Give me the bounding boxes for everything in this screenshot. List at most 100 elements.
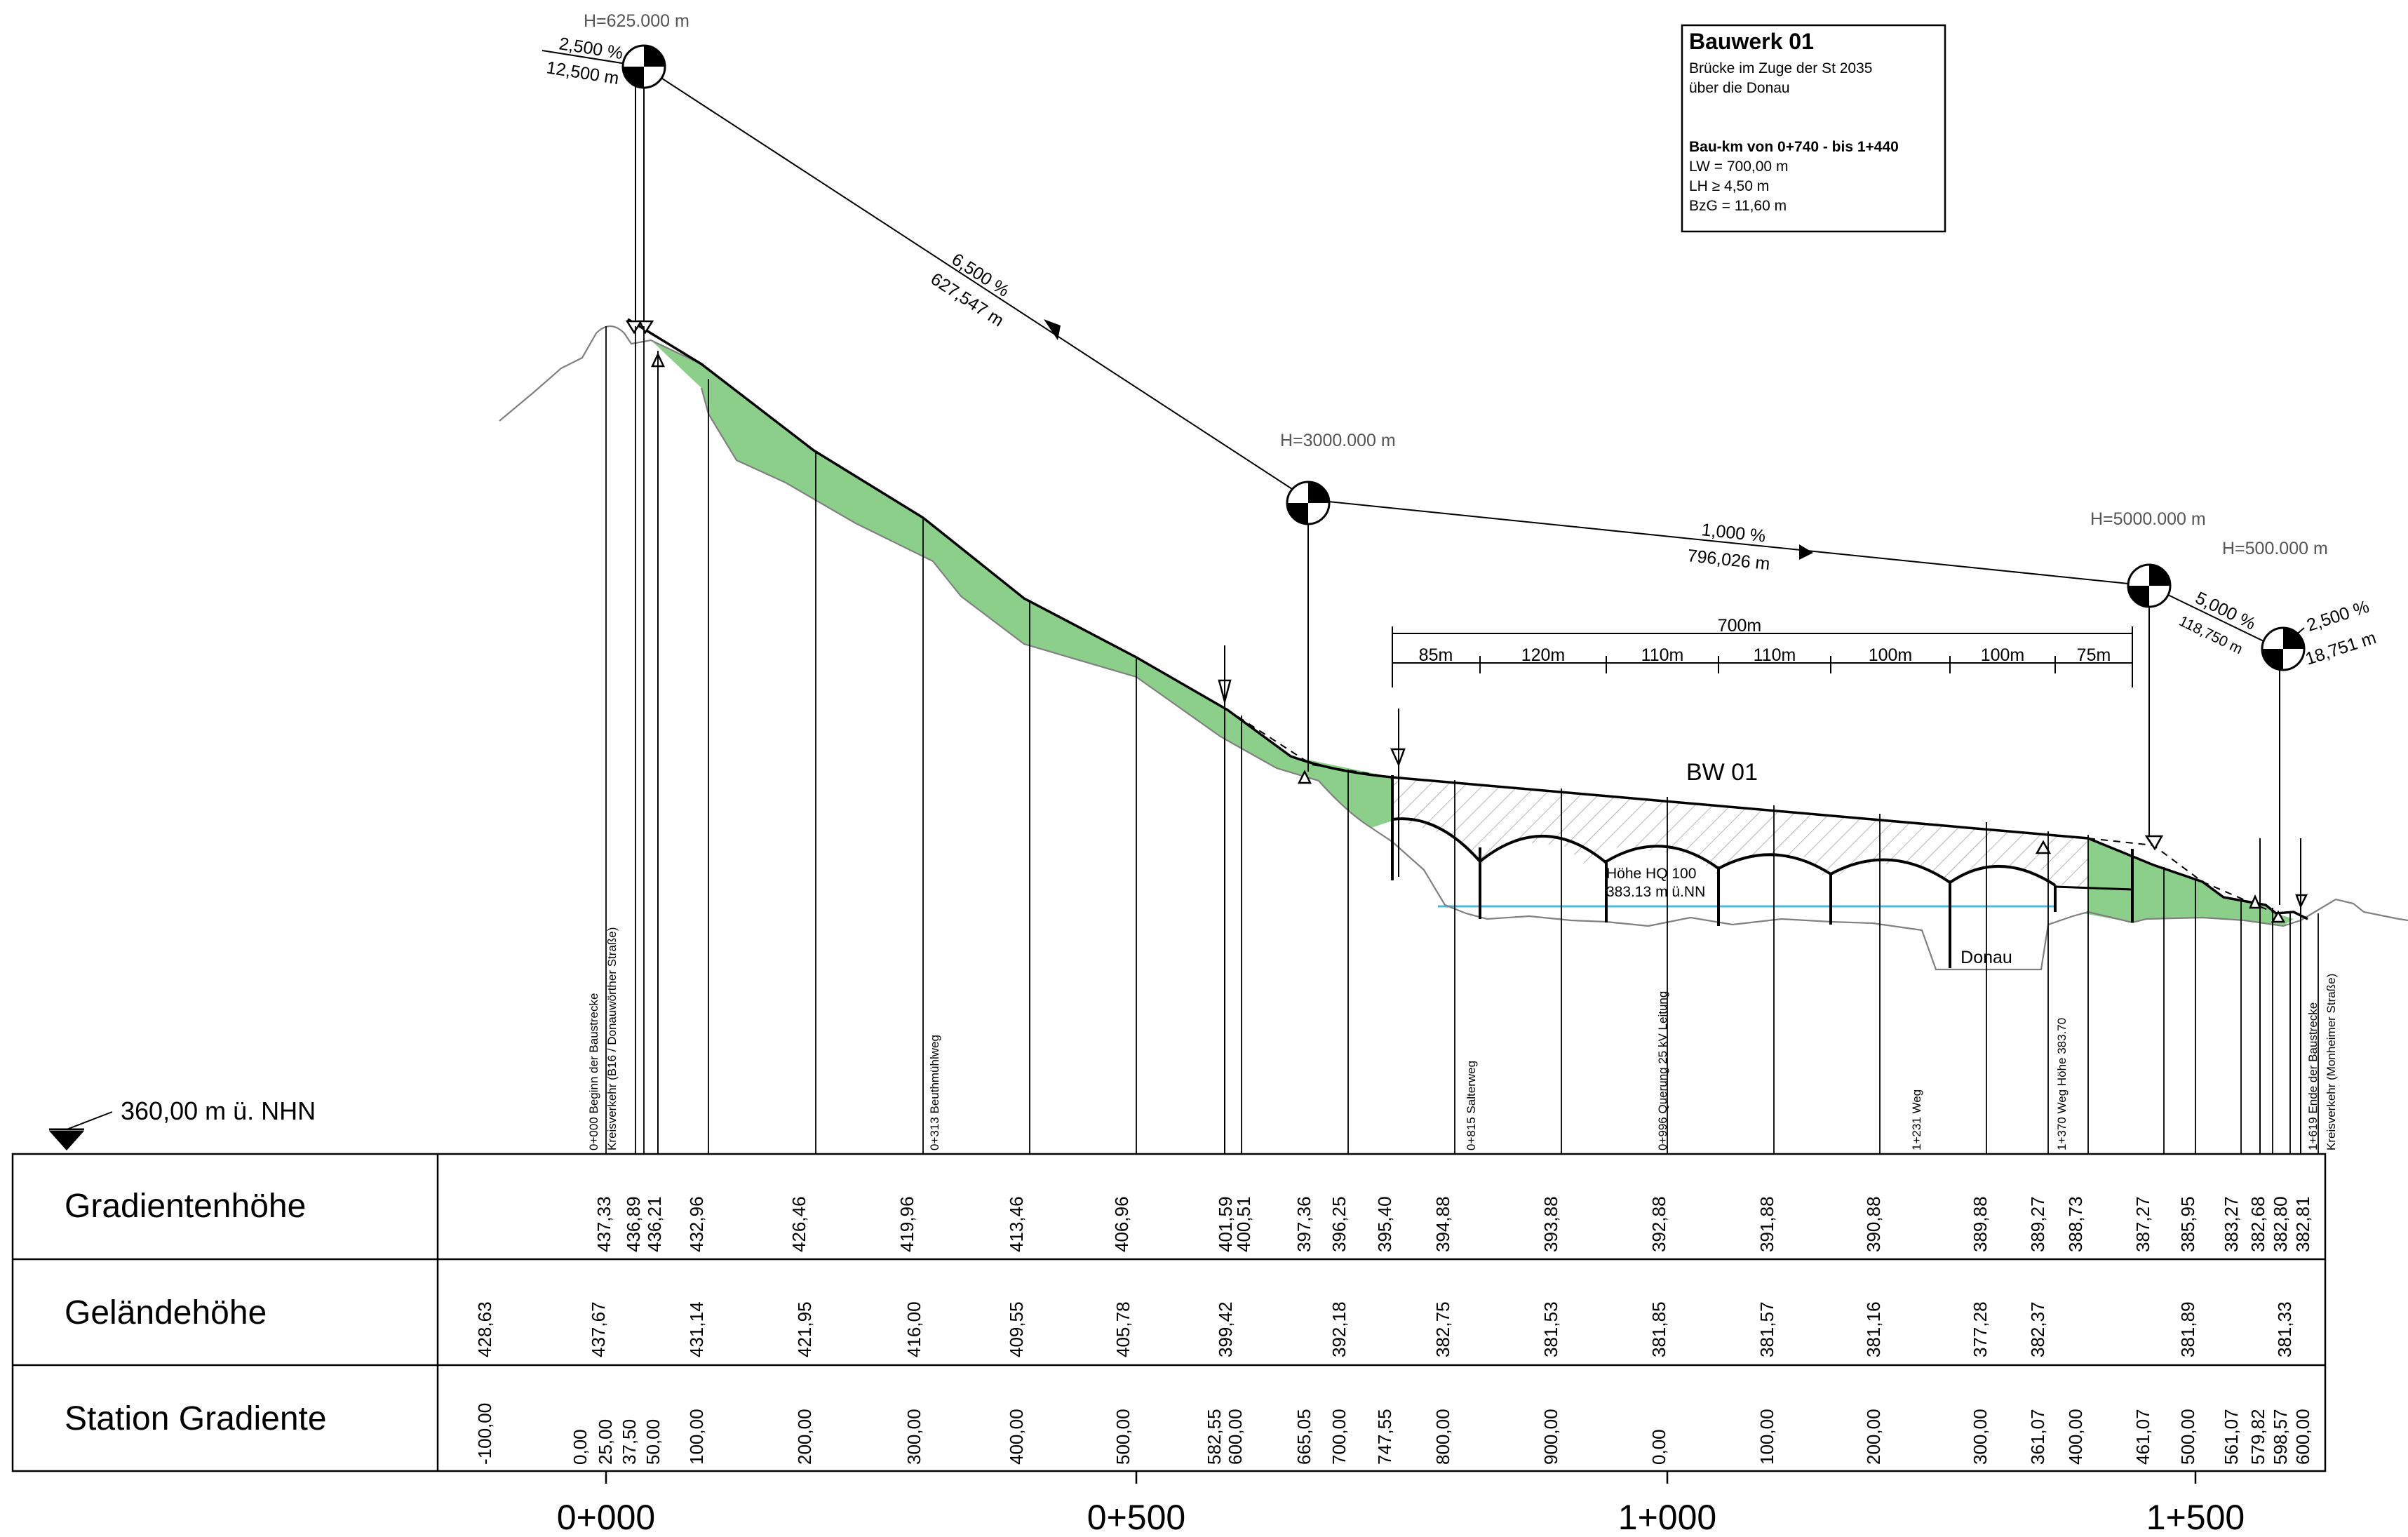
gradient-height-value: 389,88 [1970,1196,1991,1252]
gradient-height-value: 397,36 [1293,1196,1314,1252]
title-block-line2: über die Donau [1689,80,1790,96]
terrain-height-value: 381,85 [1648,1301,1669,1357]
gradient-height-value: 383,27 [2221,1196,2242,1252]
annotation-6-line2: Kreisverkehr (Monheimer Straße) [2325,974,2338,1150]
title-block-lh: LH ≥ 4,50 m [1689,178,1769,194]
gradient-height-value: 432,96 [686,1196,707,1252]
station-value: 600,00 [2292,1409,2313,1465]
terrain-line [499,325,2408,971]
hq100-label-2: 383.13 m ü.NN [1606,884,1705,900]
bridge-deck-hatch [1392,779,2088,890]
title-block-baukm: Bau-km von 0+740 - bis 1+440 [1689,139,1899,155]
gradient-height-value: 413,46 [1006,1196,1027,1252]
terrain-height-value: 409,55 [1006,1301,1027,1357]
row-label-terrain: Geländehöhe [65,1294,267,1331]
slope-5-percent: 2,500 % [2304,597,2372,636]
terrain-height-value: 421,95 [794,1301,815,1357]
station-value: 700,00 [1329,1409,1350,1465]
station-value: 100,00 [686,1409,707,1465]
gradient-height-value: 391,88 [1756,1196,1777,1252]
terrain-height-value: 392,18 [1329,1301,1350,1357]
station-value: 300,00 [903,1409,924,1465]
annotation-5: 1+370 Weg Höhe 383.70 [2055,1018,2069,1150]
annotation-0-line1: 0+000 Beginn der Baustrecke [587,993,600,1150]
station-value: 579,82 [2247,1409,2268,1465]
terrain-height-value: 431,14 [686,1301,707,1357]
annotation-3: 0+996 Querung 25 kV Leitung [1656,991,1669,1150]
slope-3-percent: 1,000 % [1700,520,1766,546]
station-value: -100,00 [474,1403,495,1465]
station-value: 747,55 [1374,1409,1395,1465]
station-value: 200,00 [794,1409,815,1465]
span-1-label: 85m [1419,645,1453,665]
station-value: 582,55 [1204,1409,1225,1465]
terrain-height-value: 437,67 [588,1301,609,1357]
annotations: 0+000 Beginn der Baustrecke Kreisverkehr… [587,927,2338,1150]
axis-label-1: 0+500 [1087,1498,1185,1537]
gradient-line [627,318,2308,920]
annotation-6-line1: 1+619 Ende der Baustrecke [2306,1002,2320,1150]
title-block [1681,24,1946,233]
vertical-marker-lines [657,351,2301,1154]
band-values: 437,33 436,89 436,21 432,96 426,46 419,96 413,… [474,1196,2313,1465]
annotation-1: 0+313 Beuthmühlweg [928,1035,941,1150]
station-value: 665,05 [1293,1409,1314,1465]
gradient-height-value: 392,88 [1648,1196,1669,1252]
gradient-height-value: 389,27 [2027,1196,2048,1252]
gradient-height-value: 382,68 [2247,1196,2268,1252]
gradient-height-value: 437,33 [593,1196,614,1252]
terrain-height-value: 428,63 [474,1301,495,1357]
title-block-bzg: BzG = 11,60 m [1689,198,1787,214]
gradient-height-value: 388,73 [2065,1196,2086,1252]
gradient-height-value: 387,27 [2132,1196,2153,1252]
reference-level-marker [49,1111,113,1150]
cut-area-left [651,340,1392,828]
annotation-4: 1+231 Weg [1910,1089,1923,1150]
terrain-height-value: 381,89 [2177,1301,2198,1357]
station-value: 598,57 [2270,1409,2291,1465]
axis-label-2: 1+000 [1618,1498,1716,1537]
tangent-arrow-1 [1044,319,1061,340]
station-value: 400,00 [2065,1409,2086,1465]
terrain-height-value: 416,00 [903,1301,924,1357]
vc-radius-4: H=500.000 m [2222,539,2328,558]
gradient-height-value: 393,88 [1540,1196,1561,1252]
terrain-height-value: 381,16 [1863,1301,1884,1357]
station-value: 500,00 [1112,1409,1134,1465]
station-value: 100,00 [1756,1409,1777,1465]
span-4-label: 110m [1754,645,1796,665]
vc-symbol-4 [2261,626,2306,671]
terrain-height-value: 405,78 [1112,1301,1134,1357]
vc-radius-3: H=5000.000 m [2090,509,2206,529]
terrain-height-value: 382,37 [2027,1301,2048,1357]
station-value: 50,00 [643,1419,664,1465]
vc-symbol-3 [2127,563,2172,608]
station-value: 900,00 [1540,1409,1561,1465]
vc-radius-1: H=625.000 m [584,11,690,31]
gradient-height-value: 436,21 [644,1196,665,1252]
station-value: 500,00 [2177,1409,2198,1465]
tangent-arrow-2 [1799,544,1813,560]
station-guide-lines [605,326,2319,1154]
station-value: 25,00 [595,1419,616,1465]
row-label-station: Station Gradiente [65,1400,327,1437]
title-block-title: Bauwerk 01 [1689,29,1814,54]
station-value: 400,00 [1006,1409,1027,1465]
gradient-height-value: 382,81 [2292,1196,2313,1252]
gradient-height-value: 390,88 [1863,1196,1884,1252]
station-value: 300,00 [1970,1409,1991,1465]
station-value: 461,07 [2132,1409,2153,1465]
axis-label-0: 0+000 [557,1498,655,1537]
tangent-dashed-2 [2087,838,2273,913]
fill-area-right [2083,838,2294,926]
gradient-height-value: 436,89 [623,1196,644,1252]
reference-level-label: 360,00 m ü. NHN [121,1096,316,1125]
row-label-gradient: Gradientenhöhe [65,1188,306,1225]
slope-1-length: 12,500 m [545,58,620,88]
gradient-height-value: 395,40 [1374,1196,1395,1252]
span-dimensions [1392,626,2133,687]
span-7-label: 75m [2077,645,2111,665]
station-value: 0,00 [570,1429,591,1465]
terrain-height-value: 381,33 [2274,1301,2295,1357]
